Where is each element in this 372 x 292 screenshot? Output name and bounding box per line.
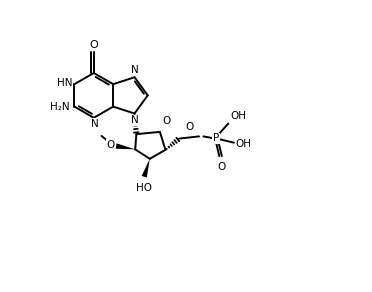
Text: O: O <box>106 140 114 150</box>
Text: P: P <box>213 133 219 143</box>
Text: O: O <box>186 122 194 132</box>
Polygon shape <box>116 143 135 150</box>
Text: O: O <box>89 40 98 50</box>
Text: HN: HN <box>57 79 73 88</box>
Text: O: O <box>217 161 225 171</box>
Text: N: N <box>131 65 139 75</box>
Polygon shape <box>142 159 150 178</box>
Text: N: N <box>91 119 99 128</box>
Text: H₂N: H₂N <box>51 102 70 112</box>
Text: OH: OH <box>230 111 246 121</box>
Text: N: N <box>131 115 139 125</box>
Text: OH: OH <box>235 140 252 150</box>
Text: HO: HO <box>136 183 152 193</box>
Text: O: O <box>163 117 171 126</box>
